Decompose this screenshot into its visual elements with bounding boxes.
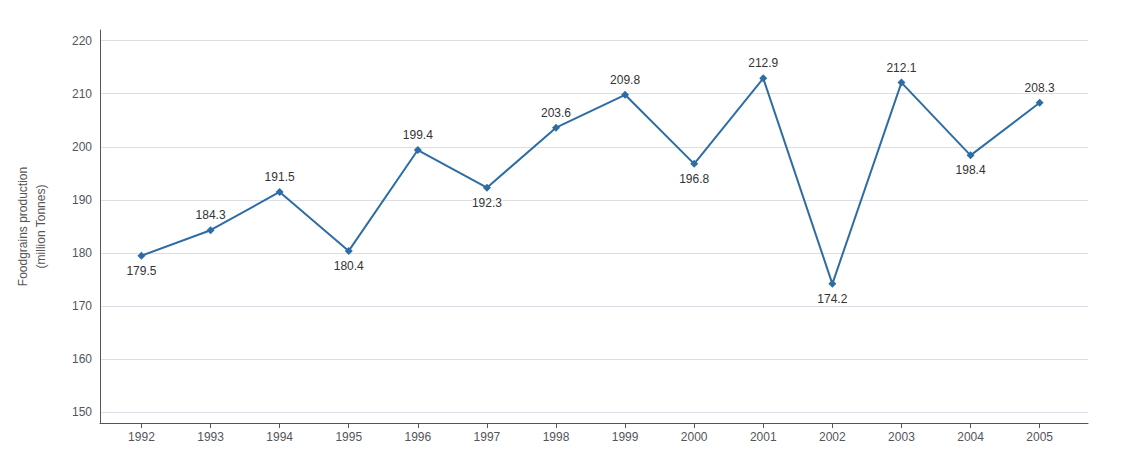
svg-text:180: 180 xyxy=(72,246,92,260)
svg-text:2002: 2002 xyxy=(819,430,846,444)
svg-text:212.9: 212.9 xyxy=(748,56,778,70)
svg-text:1992: 1992 xyxy=(128,430,155,444)
svg-text:(million Tonnes): (million Tonnes) xyxy=(34,185,48,269)
svg-text:2004: 2004 xyxy=(957,430,984,444)
svg-text:150: 150 xyxy=(72,405,92,419)
svg-text:208.3: 208.3 xyxy=(1025,81,1055,95)
svg-text:212.1: 212.1 xyxy=(886,61,916,75)
svg-text:191.5: 191.5 xyxy=(265,170,295,184)
svg-text:190: 190 xyxy=(72,193,92,207)
svg-text:1999: 1999 xyxy=(612,430,639,444)
svg-text:209.8: 209.8 xyxy=(610,73,640,87)
svg-text:160: 160 xyxy=(72,352,92,366)
svg-text:174.2: 174.2 xyxy=(817,292,847,306)
svg-text:170: 170 xyxy=(72,299,92,313)
svg-text:180.4: 180.4 xyxy=(334,259,364,273)
svg-text:2001: 2001 xyxy=(750,430,777,444)
svg-text:192.3: 192.3 xyxy=(472,196,502,210)
svg-text:1998: 1998 xyxy=(543,430,570,444)
svg-text:2003: 2003 xyxy=(888,430,915,444)
svg-text:1997: 1997 xyxy=(474,430,501,444)
svg-text:1995: 1995 xyxy=(335,430,362,444)
svg-text:Foodgrains production: Foodgrains production xyxy=(16,167,30,286)
svg-text:184.3: 184.3 xyxy=(196,208,226,222)
svg-text:220: 220 xyxy=(72,34,92,48)
svg-text:1996: 1996 xyxy=(404,430,431,444)
svg-text:200: 200 xyxy=(72,140,92,154)
svg-text:198.4: 198.4 xyxy=(956,163,986,177)
svg-text:179.5: 179.5 xyxy=(126,264,156,278)
svg-text:196.8: 196.8 xyxy=(679,172,709,186)
svg-text:210: 210 xyxy=(72,87,92,101)
svg-text:1994: 1994 xyxy=(266,430,293,444)
svg-text:199.4: 199.4 xyxy=(403,128,433,142)
svg-text:1993: 1993 xyxy=(197,430,224,444)
svg-text:203.6: 203.6 xyxy=(541,106,571,120)
svg-text:2005: 2005 xyxy=(1026,430,1053,444)
svg-text:2000: 2000 xyxy=(681,430,708,444)
